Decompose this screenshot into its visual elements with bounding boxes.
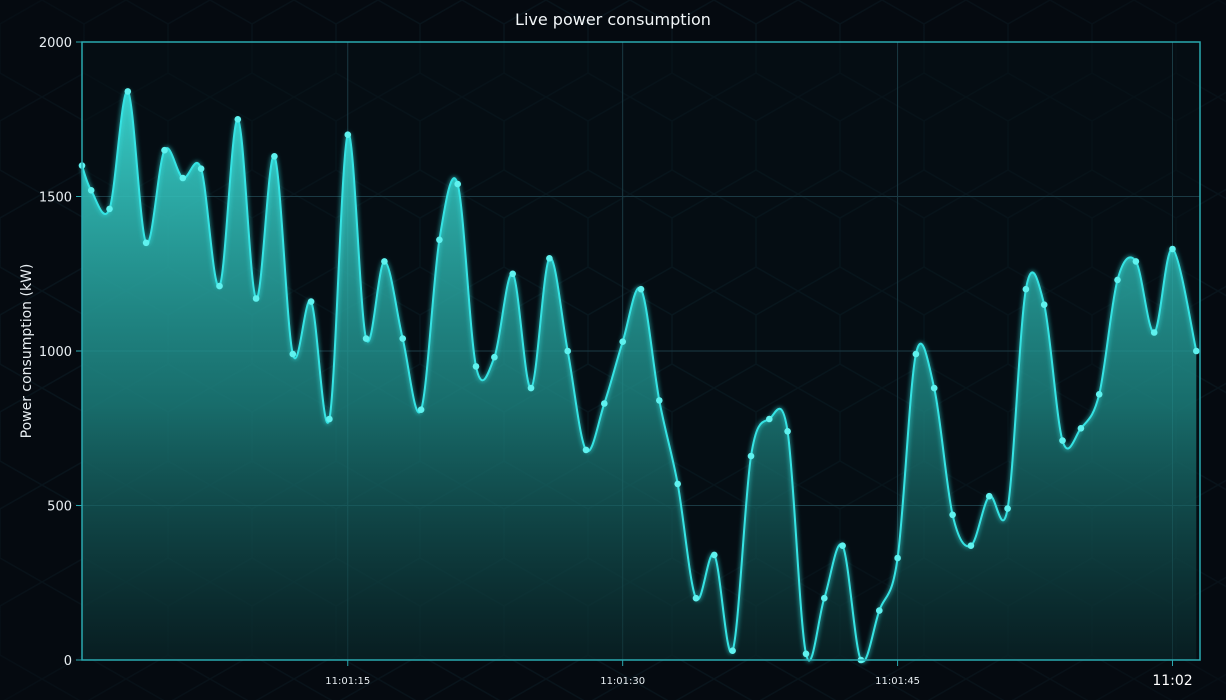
data-point — [564, 348, 571, 355]
data-point — [528, 385, 535, 392]
data-point — [271, 153, 278, 160]
data-point — [711, 552, 718, 559]
data-point — [180, 175, 187, 182]
x-tick-label: 11:01:30 — [600, 676, 645, 687]
y-tick-label: 2000 — [39, 36, 72, 51]
data-point — [418, 406, 425, 413]
data-point — [693, 595, 700, 602]
data-point — [1193, 348, 1200, 355]
data-point — [509, 271, 516, 278]
data-point — [876, 607, 883, 614]
data-point — [894, 555, 901, 562]
data-point — [473, 363, 480, 370]
data-point — [638, 286, 645, 293]
data-point — [125, 88, 132, 95]
data-point — [1078, 425, 1085, 432]
data-point — [748, 453, 755, 460]
data-point — [931, 385, 938, 392]
y-tick-label: 1500 — [39, 191, 72, 206]
data-point — [949, 512, 956, 519]
data-point — [619, 338, 626, 345]
data-point — [583, 447, 590, 454]
data-point — [1169, 246, 1176, 253]
y-tick-label: 0 — [64, 654, 72, 669]
x-tick-label: 11:01:15 — [325, 676, 370, 687]
data-point — [674, 481, 681, 488]
data-point — [1151, 329, 1158, 336]
data-point — [821, 595, 828, 602]
data-point — [839, 542, 846, 549]
data-point — [308, 298, 315, 305]
data-point — [326, 416, 333, 423]
data-point — [399, 335, 406, 342]
data-point — [968, 542, 975, 549]
data-point — [106, 206, 113, 213]
data-point — [546, 255, 553, 262]
data-point — [1041, 301, 1048, 308]
data-point — [729, 647, 736, 654]
data-point — [656, 397, 663, 404]
y-tick-label: 500 — [47, 500, 72, 515]
x-tick-label: 11:02 — [1152, 673, 1192, 689]
data-point — [766, 416, 773, 423]
data-point — [216, 283, 223, 290]
data-point — [253, 295, 260, 302]
data-point — [803, 651, 810, 658]
data-point — [235, 116, 242, 123]
data-point — [1133, 258, 1140, 265]
data-point — [381, 258, 388, 265]
data-point — [1023, 286, 1030, 293]
data-point — [345, 131, 352, 138]
data-point — [198, 165, 205, 172]
data-point — [491, 354, 498, 361]
data-point — [913, 351, 920, 358]
data-point — [1059, 437, 1066, 444]
data-point — [784, 428, 791, 435]
data-point — [290, 351, 297, 358]
data-point — [363, 335, 370, 342]
data-point — [1004, 505, 1011, 512]
data-point — [161, 147, 168, 154]
data-point — [986, 493, 993, 500]
data-point — [454, 181, 461, 188]
data-point — [1096, 391, 1103, 398]
y-tick-label: 1000 — [39, 345, 72, 360]
data-point — [601, 400, 608, 407]
data-point — [436, 237, 443, 244]
x-tick-label: 11:01:45 — [875, 676, 920, 687]
data-point — [1114, 277, 1121, 284]
data-point — [143, 240, 150, 247]
data-point — [88, 187, 95, 194]
y-axis-label: Power consumption (kW) — [19, 264, 35, 439]
